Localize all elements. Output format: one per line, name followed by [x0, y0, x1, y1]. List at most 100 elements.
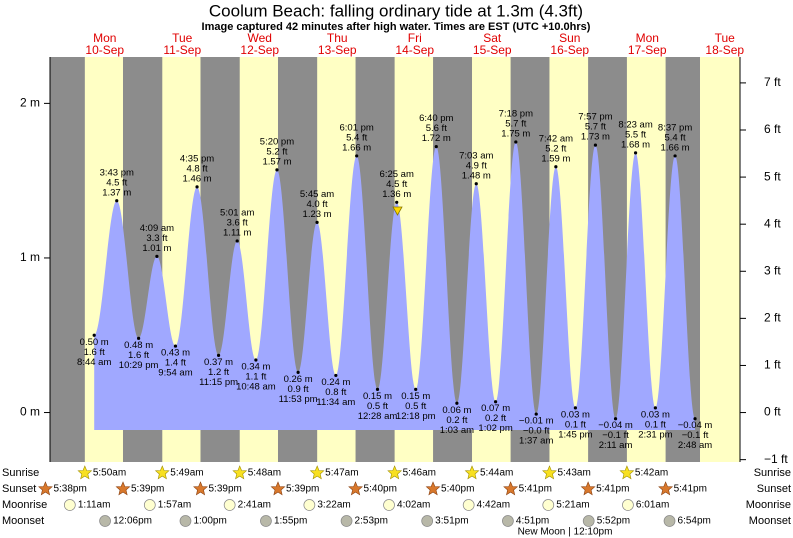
row-label: Sunrise — [754, 467, 791, 479]
extreme-label: 5.6 ft — [426, 123, 447, 134]
sunset-time: 5:39pm — [208, 484, 241, 495]
extreme-label: 10:48 am — [236, 381, 276, 392]
chart-subtitle: Image captured 42 minutes after high wat… — [202, 21, 591, 33]
extreme-label: 5.4 ft — [346, 132, 367, 143]
row-label: Moonset — [749, 515, 791, 527]
extreme-label: 0.06 m — [442, 405, 471, 416]
extreme-dot — [137, 336, 141, 340]
sunset-icon — [503, 481, 519, 496]
extreme-label: 7:42 am — [539, 133, 573, 144]
extreme-label: 5.4 ft — [665, 132, 686, 143]
extreme-label: 1.37 m — [102, 187, 131, 198]
extreme-dot — [653, 406, 657, 410]
extreme-label: 12:18 pm — [396, 411, 436, 422]
row-label: Sunrise — [2, 467, 39, 479]
moonrise-icon — [462, 499, 475, 511]
extreme-dot — [593, 143, 598, 147]
extreme-label: 0.34 m — [241, 361, 270, 372]
extreme-label: 11:34 am — [316, 397, 355, 408]
extreme-label: 9:54 am — [158, 368, 192, 379]
day-name: Mon — [636, 31, 659, 45]
extreme-label: 0.2 ft — [485, 413, 506, 424]
extreme-dot — [673, 154, 677, 158]
extreme-label: 1.66 m — [342, 142, 371, 153]
moonset-icon — [421, 515, 434, 527]
extreme-label: 1.68 m — [621, 139, 650, 150]
extreme-dot — [493, 400, 498, 404]
extreme-label: 2:11 am — [599, 440, 633, 451]
extreme-label: 0.5 ft — [405, 401, 426, 412]
extreme-label: 0.5 ft — [367, 401, 388, 412]
extreme-label: −0.04 m — [598, 420, 633, 431]
plot-area — [50, 57, 740, 462]
extreme-label: 0.07 m — [481, 403, 510, 414]
day-date: 14-Sep — [395, 43, 434, 57]
extreme-label: 0.15 m — [401, 391, 430, 402]
moonrise-time: 2:41am — [238, 500, 271, 511]
day-date: 12-Sep — [240, 43, 279, 57]
moonset-icon — [340, 515, 353, 527]
y-tick-label: 0 m — [20, 405, 40, 419]
extreme-dot — [173, 344, 178, 348]
extreme-label: 1.59 m — [541, 153, 570, 164]
sunset-icon — [425, 481, 441, 496]
extreme-dot — [395, 200, 399, 204]
sunset-time: 5:39pm — [131, 484, 164, 495]
moonrise-time: 5:21am — [556, 500, 589, 511]
moonrise-time: 6:01am — [636, 500, 669, 511]
moonset-icon — [663, 515, 676, 527]
sunset-icon — [658, 481, 674, 496]
row-label: Moonset — [2, 515, 44, 527]
extreme-label: 3:43 pm — [100, 167, 134, 178]
extreme-label: 1:45 pm — [558, 429, 592, 440]
row-label: Moonrise — [2, 499, 47, 511]
extreme-dot — [155, 254, 159, 259]
extreme-label: 1.57 m — [262, 156, 291, 167]
extreme-label: 4.5 ft — [106, 177, 127, 188]
y2-tick-label: 6 ft — [764, 122, 781, 136]
extreme-label: 0.8 ft — [325, 387, 346, 398]
extreme-dot — [315, 220, 319, 225]
extreme-label: 4:09 am — [140, 223, 174, 234]
day-date: 13-Sep — [318, 43, 357, 57]
extreme-label: 5.2 ft — [266, 146, 287, 157]
extreme-dot — [474, 182, 478, 186]
moonset-time: 12:06pm — [113, 516, 152, 527]
sunrise-time: 5:43am — [557, 468, 590, 479]
extreme-label: 3.6 ft — [227, 217, 248, 228]
extreme-dot — [254, 358, 258, 362]
extreme-label: 1.01 m — [142, 243, 171, 254]
day-name: Tue — [172, 31, 193, 45]
sunset-icon — [193, 481, 208, 496]
extreme-label: 7:57 pm — [578, 112, 612, 123]
tide-area — [94, 142, 696, 430]
day-name: Sat — [483, 31, 502, 45]
day-date: 16-Sep — [550, 43, 589, 57]
moonset-icon — [260, 515, 272, 527]
y2-tick-label: 4 ft — [764, 216, 781, 230]
day-date: 17-Sep — [628, 43, 667, 57]
extreme-label: 0.48 m — [124, 340, 153, 351]
day-name: Mon — [93, 31, 116, 45]
extreme-dot — [573, 406, 578, 410]
sunset-time: 5:38pm — [53, 484, 86, 495]
extreme-dot — [195, 185, 199, 189]
sunrise-icon — [154, 465, 170, 480]
extreme-dot — [235, 239, 239, 243]
extreme-label: 5.7 ft — [585, 122, 606, 133]
moonrise-icon — [542, 499, 555, 511]
moon-phase: New Moon | 12:10pm — [518, 527, 613, 538]
sunset-time: 5:41pm — [674, 484, 707, 495]
moonrise-time: 4:42am — [477, 500, 510, 511]
extreme-dot — [554, 165, 558, 169]
extreme-label: 5.2 ft — [545, 143, 566, 154]
extreme-label: 1.23 m — [303, 209, 332, 220]
y2-tick-label: 5 ft — [764, 169, 781, 183]
extreme-label: 8:23 am — [618, 119, 652, 130]
day-name: Fri — [408, 31, 422, 45]
moonset-icon — [502, 515, 514, 527]
extreme-label: 1.36 m — [382, 189, 411, 200]
extreme-label: 4.0 ft — [307, 199, 328, 210]
